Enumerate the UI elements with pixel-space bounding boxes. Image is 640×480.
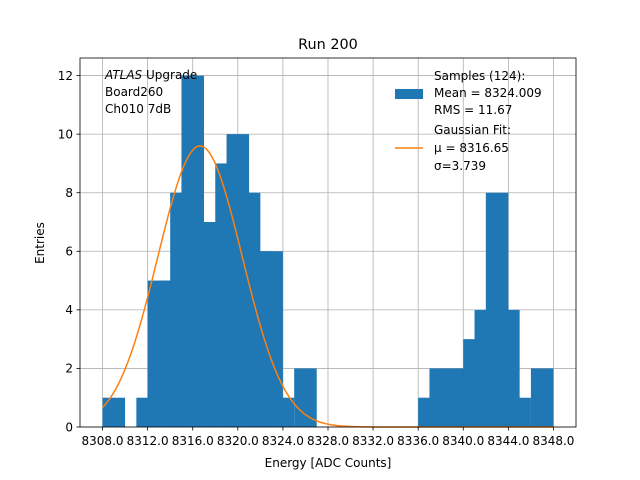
ticks: 8308.0 8312.0 8316.0 8320.0 8324.0 8328.0 8332… — [58, 69, 575, 448]
legend-fit-sigma: σ=3.739 — [434, 159, 486, 173]
legend-hist-title: Samples (124): — [434, 69, 525, 83]
x-tick-label: 8340.0 — [442, 434, 484, 448]
x-tick-label: 8316.0 — [172, 434, 214, 448]
x-tick-label: 8344.0 — [487, 434, 529, 448]
legend-fit-mu: μ = 8316.65 — [434, 141, 509, 155]
x-tick-label: 8324.0 — [262, 434, 304, 448]
x-tick-label: 8348.0 — [532, 434, 574, 448]
y-tick-label: 4 — [65, 303, 73, 317]
y-tick-label: 2 — [65, 362, 73, 376]
y-tick-label: 10 — [58, 127, 73, 141]
histogram-bar — [271, 397, 295, 427]
x-tick-label: 8308.0 — [82, 434, 124, 448]
histogram-bar — [508, 397, 531, 427]
y-axis-label: Entries — [33, 222, 47, 264]
x-axis-label: Energy [ADC Counts] — [265, 456, 392, 470]
y-tick-label: 0 — [65, 420, 73, 434]
x-tick-label: 8320.0 — [217, 434, 259, 448]
annotation-line2: Board260 — [105, 85, 163, 99]
annotation-line3: Ch010 7dB — [105, 102, 171, 116]
histogram-bars — [102, 75, 554, 428]
legend-hist-rms: RMS = 11.67 — [434, 103, 512, 117]
annotation-line1: ATLAS Upgrade — [104, 68, 197, 82]
histogram-bar — [530, 368, 554, 427]
y-tick-label: 8 — [65, 186, 73, 200]
legend: Samples (124): Mean = 8324.009 RMS = 11.… — [395, 69, 542, 173]
histogram-bar — [260, 251, 283, 427]
chart-title: Run 200 — [298, 37, 358, 53]
atlas-annotation: ATLAS Upgrade Board260 Ch010 7dB — [104, 68, 197, 116]
legend-hist-swatch — [395, 89, 423, 99]
x-tick-label: 8312.0 — [127, 434, 169, 448]
histogram-bar — [102, 397, 126, 427]
histogram-bar — [294, 368, 317, 427]
annotation-upgrade: Upgrade — [142, 68, 197, 82]
x-tick-label: 8332.0 — [352, 434, 394, 448]
y-tick-label: 12 — [58, 69, 73, 83]
legend-hist-mean: Mean = 8324.009 — [434, 86, 542, 100]
legend-fit-title: Gaussian Fit: — [434, 123, 511, 137]
y-tick-label: 6 — [65, 245, 73, 259]
x-tick-label: 8328.0 — [307, 434, 349, 448]
annotation-atlas: ATLAS — [104, 68, 143, 82]
x-tick-label: 8336.0 — [397, 434, 439, 448]
